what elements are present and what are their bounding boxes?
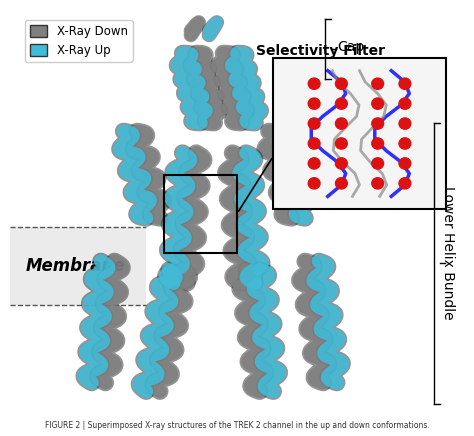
Circle shape [336, 78, 347, 89]
Circle shape [308, 118, 320, 129]
Circle shape [336, 158, 347, 169]
Circle shape [308, 178, 320, 189]
Circle shape [336, 178, 347, 189]
Circle shape [399, 158, 411, 169]
Text: FIGURE 2 | Superimposed X-ray structures of the TREK 2 channel in the up and dow: FIGURE 2 | Superimposed X-ray structures… [45, 421, 429, 430]
Legend: X-Ray Down, X-Ray Up: X-Ray Down, X-Ray Up [25, 20, 133, 62]
Bar [273, 58, 446, 209]
Text: Membrane: Membrane [26, 257, 126, 275]
Circle shape [308, 158, 320, 169]
Circle shape [308, 98, 320, 109]
Circle shape [372, 98, 383, 109]
Circle shape [399, 98, 411, 109]
Circle shape [336, 98, 347, 109]
Circle shape [308, 78, 320, 89]
Text: Selectivity Filter: Selectivity Filter [256, 44, 385, 58]
Circle shape [399, 78, 411, 89]
Circle shape [399, 138, 411, 149]
Circle shape [399, 178, 411, 189]
Circle shape [399, 118, 411, 129]
Circle shape [308, 138, 320, 149]
Circle shape [372, 178, 383, 189]
Text: Lower Helix Bundle: Lower Helix Bundle [441, 186, 455, 320]
Bar [10, 227, 146, 305]
Circle shape [372, 138, 383, 149]
Bar [164, 175, 237, 252]
Circle shape [372, 158, 383, 169]
Circle shape [336, 118, 347, 129]
Circle shape [336, 138, 347, 149]
Circle shape [372, 118, 383, 129]
Circle shape [372, 78, 383, 89]
Text: Cap: Cap [337, 40, 364, 54]
